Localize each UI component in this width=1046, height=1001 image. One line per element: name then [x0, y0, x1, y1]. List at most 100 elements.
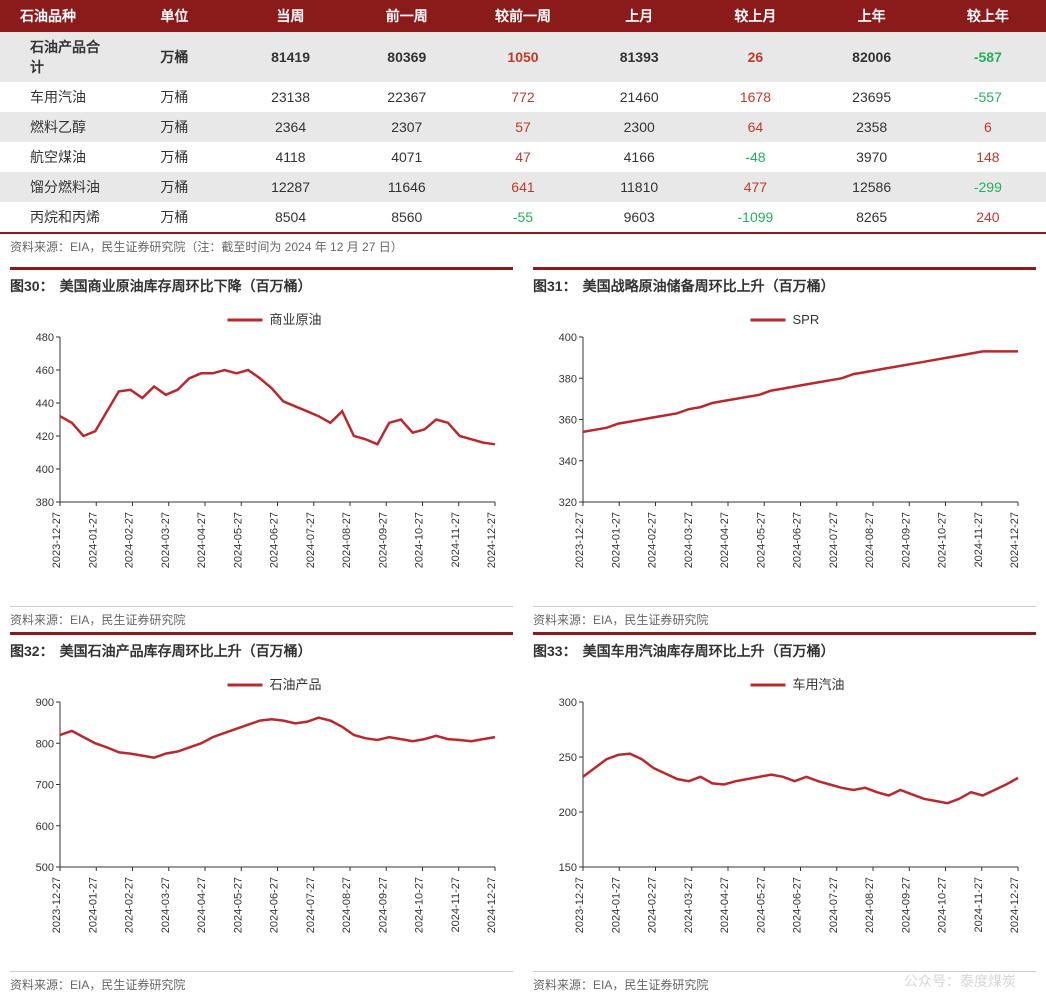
table-cell: -299 — [930, 172, 1046, 202]
svg-text:2024-05-27: 2024-05-27 — [232, 512, 244, 568]
svg-text:2024-11-27: 2024-11-27 — [450, 877, 462, 932]
table-cell: 26 — [697, 32, 813, 82]
oil-products-table: 石油品种单位当周前一周较前一周上月较上月上年较上年 石油产品合计万桶814198… — [0, 0, 1046, 234]
table-cell: 64 — [697, 112, 813, 142]
data-line — [60, 370, 495, 444]
col-header: 较上年 — [930, 0, 1046, 32]
table-cell: -48 — [697, 142, 813, 172]
svg-text:2024-06-27: 2024-06-27 — [792, 512, 804, 568]
svg-text:2024-09-27: 2024-09-27 — [900, 512, 912, 568]
data-line — [583, 351, 1018, 432]
chart-cell: 图30：美国商业原油库存周环比下降（百万桶）商业原油38040042044046… — [10, 267, 513, 628]
table-cell: 燃料乙醇 — [0, 112, 116, 142]
table-cell: 11810 — [581, 172, 697, 202]
chart-source-note: 资料来源：EIA，民生证券研究院 — [533, 606, 1036, 628]
table-cell: 9603 — [581, 202, 697, 233]
svg-text:2024-09-27: 2024-09-27 — [377, 512, 389, 568]
line-chart: 石油产品5006007008009002023-12-272024-01-272… — [10, 667, 500, 967]
line-chart: 车用汽油1502002503002023-12-272024-01-272024… — [533, 667, 1023, 967]
svg-text:320: 320 — [559, 497, 577, 509]
svg-text:2024-12-27: 2024-12-27 — [1009, 877, 1021, 933]
svg-text:200: 200 — [559, 807, 577, 819]
table-cell: 21460 — [581, 82, 697, 112]
line-chart: 商业原油3804004204404604802023-12-272024-01-… — [10, 302, 500, 602]
svg-text:420: 420 — [36, 431, 54, 443]
table-cell: 81393 — [581, 32, 697, 82]
svg-text:500: 500 — [36, 862, 54, 874]
chart-source-note: 资料来源：EIA，民生证券研究院 — [10, 971, 513, 993]
table-row: 石油产品合计万桶81419803691050813932682006-587 — [0, 32, 1046, 82]
table-cell: 23138 — [232, 82, 348, 112]
table-cell: 23695 — [814, 82, 930, 112]
col-header: 石油品种 — [0, 0, 116, 32]
table-cell: 1050 — [465, 32, 581, 82]
svg-text:480: 480 — [36, 332, 54, 344]
table-cell: 82006 — [814, 32, 930, 82]
table-cell: 万桶 — [116, 172, 232, 202]
svg-text:SPR: SPR — [793, 312, 820, 327]
svg-text:2024-03-27: 2024-03-27 — [160, 877, 172, 933]
svg-text:2024-06-27: 2024-06-27 — [792, 877, 804, 933]
table-cell: 8560 — [349, 202, 465, 233]
table-cell: 万桶 — [116, 82, 232, 112]
svg-text:2024-12-27: 2024-12-27 — [1009, 512, 1021, 568]
svg-text:2024-07-27: 2024-07-27 — [305, 877, 317, 933]
svg-text:2024-03-27: 2024-03-27 — [160, 512, 172, 568]
svg-text:车用汽油: 车用汽油 — [793, 677, 845, 692]
svg-text:2024-11-27: 2024-11-27 — [973, 877, 985, 932]
svg-text:2024-11-27: 2024-11-27 — [973, 512, 985, 567]
table-cell: 4118 — [232, 142, 348, 172]
col-header: 上年 — [814, 0, 930, 32]
table-cell: 2307 — [349, 112, 465, 142]
svg-text:2024-09-27: 2024-09-27 — [377, 877, 389, 933]
svg-text:2024-07-27: 2024-07-27 — [305, 512, 317, 568]
line-chart: SPR3203403603804002023-12-272024-01-2720… — [533, 302, 1023, 602]
svg-text:2024-10-27: 2024-10-27 — [414, 512, 426, 568]
table-cell: 万桶 — [116, 112, 232, 142]
data-table-wrap: 石油品种单位当周前一周较前一周上月较上月上年较上年 石油产品合计万桶814198… — [0, 0, 1046, 234]
svg-text:2024-01-27: 2024-01-27 — [610, 512, 622, 568]
table-cell: 12586 — [814, 172, 930, 202]
data-line — [583, 754, 1018, 804]
svg-text:900: 900 — [36, 697, 54, 709]
table-row: 丙烷和丙烯万桶85048560-559603-10998265240 — [0, 202, 1046, 233]
svg-text:340: 340 — [559, 456, 577, 468]
svg-text:2024-08-27: 2024-08-27 — [341, 512, 353, 568]
table-cell: 3970 — [814, 142, 930, 172]
svg-text:2023-12-27: 2023-12-27 — [51, 877, 63, 933]
svg-text:2023-12-27: 2023-12-27 — [51, 512, 63, 568]
table-cell: 772 — [465, 82, 581, 112]
svg-text:250: 250 — [559, 752, 577, 764]
svg-text:2024-07-27: 2024-07-27 — [828, 877, 840, 933]
col-header: 单位 — [116, 0, 232, 32]
col-header: 前一周 — [349, 0, 465, 32]
table-source-note: 资料来源：EIA，民生证券研究院（注：截至时间为 2024 年 12 月 27 … — [0, 234, 1046, 259]
svg-text:150: 150 — [559, 862, 577, 874]
svg-text:2024-04-27: 2024-04-27 — [719, 512, 731, 568]
table-cell: -55 — [465, 202, 581, 233]
table-cell: 2300 — [581, 112, 697, 142]
table-cell: 2364 — [232, 112, 348, 142]
svg-text:400: 400 — [559, 332, 577, 344]
chart-title: 图33：美国车用汽油库存周环比上升（百万桶） — [533, 632, 1036, 661]
table-row: 车用汽油万桶231382236777221460167823695-557 — [0, 82, 1046, 112]
table-cell: 8504 — [232, 202, 348, 233]
svg-text:2024-04-27: 2024-04-27 — [719, 877, 731, 933]
svg-text:440: 440 — [36, 398, 54, 410]
svg-text:2024-11-27: 2024-11-27 — [450, 512, 462, 567]
svg-text:300: 300 — [559, 697, 577, 709]
table-cell: 馏分燃料油 — [0, 172, 116, 202]
svg-text:2024-07-27: 2024-07-27 — [828, 512, 840, 568]
table-row: 航空煤油万桶41184071474166-483970148 — [0, 142, 1046, 172]
svg-text:2023-12-27: 2023-12-27 — [574, 877, 586, 933]
table-cell: 57 — [465, 112, 581, 142]
chart-cell: 图33：美国车用汽油库存周环比上升（百万桶） 车用汽油 150 200 250 300 20… — [533, 632, 1036, 993]
col-header: 较上月 — [697, 0, 813, 32]
svg-text:2024-02-27: 2024-02-27 — [124, 877, 136, 933]
svg-text:2024-01-27: 2024-01-27 — [87, 877, 99, 933]
chart-title: 图31：美国战略原油储备周环比上升（百万桶） — [533, 267, 1036, 296]
table-cell: 477 — [697, 172, 813, 202]
table-cell: 6 — [930, 112, 1046, 142]
svg-text:2024-06-27: 2024-06-27 — [269, 512, 281, 568]
svg-text:2024-08-27: 2024-08-27 — [341, 877, 353, 933]
